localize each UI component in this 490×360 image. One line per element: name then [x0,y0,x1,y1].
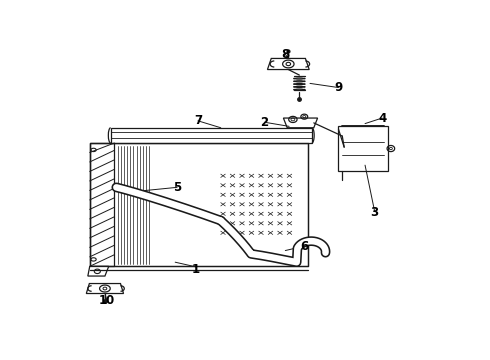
Polygon shape [88,266,109,276]
Polygon shape [268,58,309,69]
Polygon shape [339,126,388,171]
Text: 10: 10 [98,294,115,307]
Text: 4: 4 [378,112,386,125]
Polygon shape [90,143,308,266]
Text: 3: 3 [370,206,379,219]
Text: 5: 5 [173,181,181,194]
Text: 6: 6 [300,240,308,253]
Polygon shape [111,128,312,143]
Polygon shape [86,284,123,293]
Text: 2: 2 [260,116,269,129]
Text: 9: 9 [334,81,343,94]
Text: 8: 8 [281,48,290,61]
Text: 1: 1 [192,262,200,276]
Polygon shape [283,118,318,128]
Text: 7: 7 [194,114,202,127]
